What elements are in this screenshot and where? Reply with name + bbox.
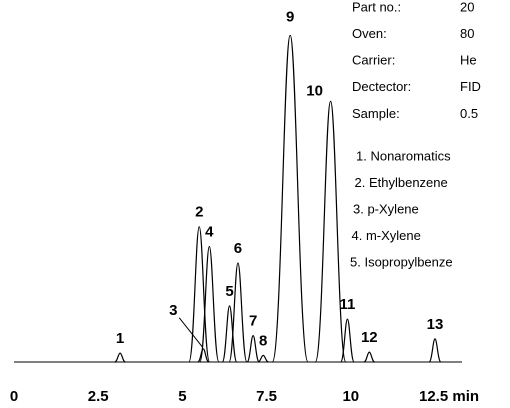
peak [314,100,347,363]
peak-label: 3 [169,302,177,319]
x-tick-label: 7.5 [256,388,277,405]
peak [246,334,260,363]
info-value: He [460,53,477,68]
peak [428,338,442,363]
peak [199,245,220,363]
peak [221,305,238,363]
peak [188,226,211,363]
x-tick-label: 2.5 [88,388,109,405]
info-value: FID [460,79,481,94]
peak-label: 6 [234,240,242,257]
peak [271,34,309,363]
x-tick-label: 10 [342,388,359,405]
info-label: Sample: [352,106,400,121]
peak-label: 8 [259,332,267,349]
x-tick-label: 5 [178,388,186,405]
peak-label: 1 [116,330,124,347]
legend-item: 4. m-Xylene [352,228,421,243]
x-tick-label: 0 [10,388,18,405]
info-value: 20 [460,0,474,14]
x-tick-label: 12.5 min [419,388,479,405]
legend-item: 1. Nonaromatics [356,148,451,163]
peak [257,354,269,363]
legend-item: 2. Ethylbenzene [355,175,448,190]
peak [197,348,210,363]
info-value: 0.5 [460,106,478,121]
peak-label: 13 [427,316,444,333]
legend-item: 3. p-Xylene [353,201,419,216]
leader-line [178,317,203,348]
peak-label: 12 [361,329,378,346]
info-label: Dectector: [352,79,411,94]
info-value: 80 [460,26,474,41]
info-label: Part no.: [352,0,401,14]
legend-item: 5. Isopropylbenze [350,254,453,269]
peak-label: 4 [205,223,214,240]
peak-label: 9 [286,8,294,25]
peak-label: 7 [249,313,257,330]
info-label: Carrier: [352,53,395,68]
peak-label: 10 [306,82,323,99]
peak [114,352,126,363]
peak [228,262,248,363]
info-label: Oven: [352,26,387,41]
peak-label: 11 [340,296,356,313]
peak [363,351,375,363]
peak-label: 5 [225,283,233,300]
peak [340,318,355,363]
peak-label: 2 [195,204,203,221]
